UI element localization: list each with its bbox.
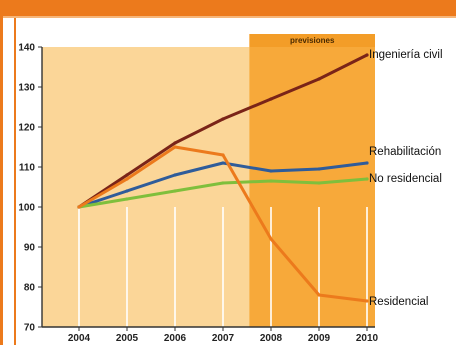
point-ingenieria-civil-2010	[365, 53, 369, 57]
point-residencial-2005	[125, 177, 129, 181]
y-tick-label-140: 140	[18, 43, 35, 54]
x-tick-label-2007: 2007	[212, 333, 235, 344]
y-tick-label-130: 130	[18, 83, 35, 94]
x-tick-label-2005: 2005	[116, 333, 139, 344]
series-label-rehabilitacion: Rehabilitación	[369, 146, 441, 158]
point-residencial-2010	[365, 299, 369, 303]
header-band	[0, 0, 456, 16]
series-label-ingenieria-civil: Ingeniería civil	[369, 49, 443, 61]
x-tick-label-2006: 2006	[164, 333, 187, 344]
point-ingenieria-civil-2009	[317, 77, 321, 81]
point-no-residencial-2008	[269, 179, 273, 183]
point-residencial-2007	[221, 153, 225, 157]
point-no-residencial-2010	[365, 177, 369, 181]
header-band-shadow	[0, 16, 456, 18]
point-no-residencial-2005	[125, 197, 129, 201]
point-residencial-2006	[173, 145, 177, 149]
point-ingenieria-civil-2006	[173, 141, 177, 145]
point-ingenieria-civil-2005	[125, 173, 129, 177]
point-no-residencial-2006	[173, 189, 177, 193]
series-label-no-residencial: No residencial	[369, 173, 442, 185]
y-tick-label-90: 90	[24, 243, 36, 254]
point-rehabilitacion-2007	[221, 161, 225, 165]
point-no-residencial-2009	[317, 181, 321, 185]
x-tick-label-2004: 2004	[68, 333, 91, 344]
point-rehabilitacion-2005	[125, 189, 129, 193]
y-tick-label-100: 100	[18, 203, 35, 214]
left-rule	[0, 0, 3, 345]
point-no-residencial-2007	[221, 181, 225, 185]
point-ingenieria-civil-2007	[221, 117, 225, 121]
point-residencial-2008	[269, 237, 273, 241]
point-residencial-2004	[77, 205, 81, 209]
y-tick-label-80: 80	[24, 283, 36, 294]
point-rehabilitacion-2010	[365, 161, 369, 165]
x-tick-label-2009: 2009	[308, 333, 331, 344]
forecast-region-label: previsiones	[290, 36, 335, 45]
series-label-residencial: Residencial	[369, 296, 428, 308]
point-rehabilitacion-2006	[173, 173, 177, 177]
forecast-region-header	[249, 34, 375, 47]
inner-left-rule	[14, 18, 16, 345]
point-residencial-2009	[317, 293, 321, 297]
y-tick-label-70: 70	[24, 323, 36, 334]
point-rehabilitacion-2009	[317, 167, 321, 171]
point-rehabilitacion-2008	[269, 169, 273, 173]
y-tick-label-110: 110	[19, 163, 36, 174]
y-tick-label-120: 120	[18, 123, 35, 134]
x-tick-label-2008: 2008	[260, 333, 283, 344]
point-ingenieria-civil-2008	[269, 97, 273, 101]
x-tick-label-2010: 2010	[356, 333, 379, 344]
